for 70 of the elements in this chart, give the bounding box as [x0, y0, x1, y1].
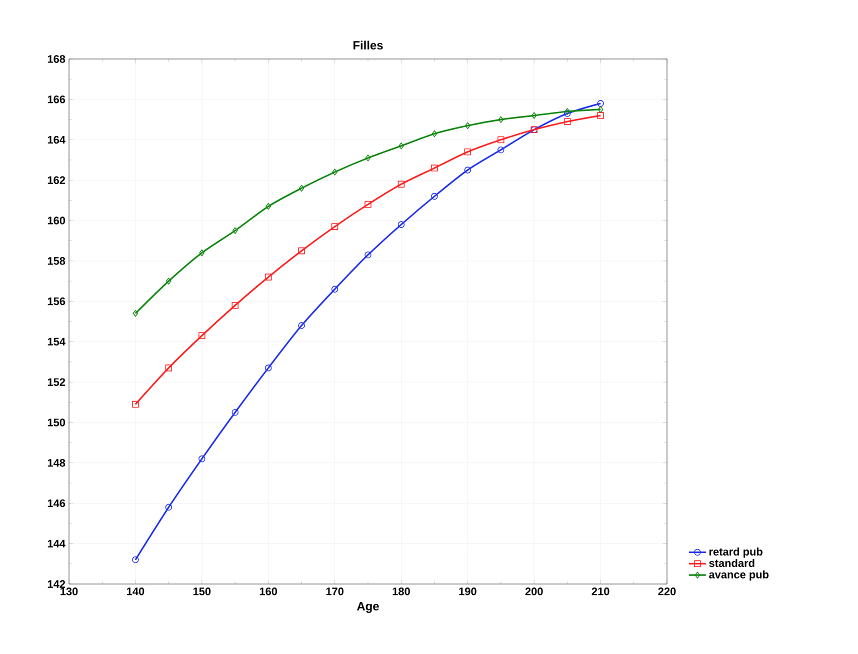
point	[165, 364, 172, 372]
point	[364, 200, 372, 208]
point	[465, 122, 470, 130]
point	[198, 332, 206, 340]
point	[232, 302, 238, 309]
y-tick-label: 148	[48, 458, 66, 467]
point	[597, 112, 604, 119]
y-tick-label: 166	[48, 96, 66, 104]
point	[432, 130, 438, 138]
y-tick-label: 146	[48, 499, 66, 508]
x-tick-label: 170	[326, 588, 344, 596]
point	[332, 168, 338, 176]
x-tick-label: 200	[525, 588, 543, 596]
point	[431, 164, 438, 172]
y-tick-label: 168	[48, 55, 66, 63]
y-tick-label: 160	[48, 216, 66, 224]
point	[398, 221, 405, 228]
point	[464, 148, 472, 156]
point	[498, 116, 504, 123]
point	[132, 310, 138, 317]
point	[298, 247, 305, 254]
point	[298, 184, 304, 192]
x-tick-label: 130	[60, 588, 78, 596]
point	[598, 106, 604, 113]
legend-label: avance pub	[709, 570, 769, 581]
point	[564, 118, 571, 125]
point	[364, 251, 372, 258]
point	[232, 408, 238, 416]
point	[498, 146, 504, 154]
point	[132, 400, 139, 408]
point	[199, 249, 205, 256]
y-tick-label: 162	[48, 176, 66, 184]
x-tick-label: 140	[126, 588, 144, 596]
x-tick-label: 210	[592, 588, 610, 596]
y-tick-label: 158	[48, 257, 66, 265]
x-tick-label: 220	[658, 588, 676, 596]
y-tick-label: 152	[48, 378, 66, 386]
x-tick-label: 160	[260, 588, 278, 596]
x-tick-label: 190	[459, 588, 476, 596]
y-tick-label: 156	[48, 297, 66, 306]
legend-label: retard pub	[709, 548, 762, 558]
point	[298, 322, 305, 329]
y-tick-label: 144	[48, 540, 66, 548]
point	[166, 278, 172, 284]
point	[365, 154, 371, 162]
point	[132, 556, 139, 564]
point	[198, 455, 206, 462]
y-tick-label: 154	[48, 338, 66, 346]
x-tick-label: 150	[193, 588, 211, 596]
point	[264, 274, 272, 280]
legend-label: standard	[709, 558, 754, 567]
point	[331, 223, 338, 230]
y-tick-label: 164	[48, 136, 66, 144]
y-tick-label: 142	[48, 580, 66, 588]
chart-title: Filles	[354, 40, 383, 50]
point	[165, 504, 172, 511]
point	[431, 192, 438, 200]
point	[597, 100, 604, 107]
point	[232, 227, 238, 234]
x-axis-title: Age	[357, 602, 379, 613]
point	[331, 286, 338, 293]
point	[531, 112, 537, 119]
point	[398, 180, 405, 188]
point	[464, 166, 472, 174]
point	[264, 364, 272, 372]
point	[266, 203, 271, 210]
x-tick-label: 180	[392, 588, 410, 596]
y-tick-label: 150	[48, 418, 66, 426]
point	[398, 142, 404, 150]
point	[498, 136, 504, 144]
